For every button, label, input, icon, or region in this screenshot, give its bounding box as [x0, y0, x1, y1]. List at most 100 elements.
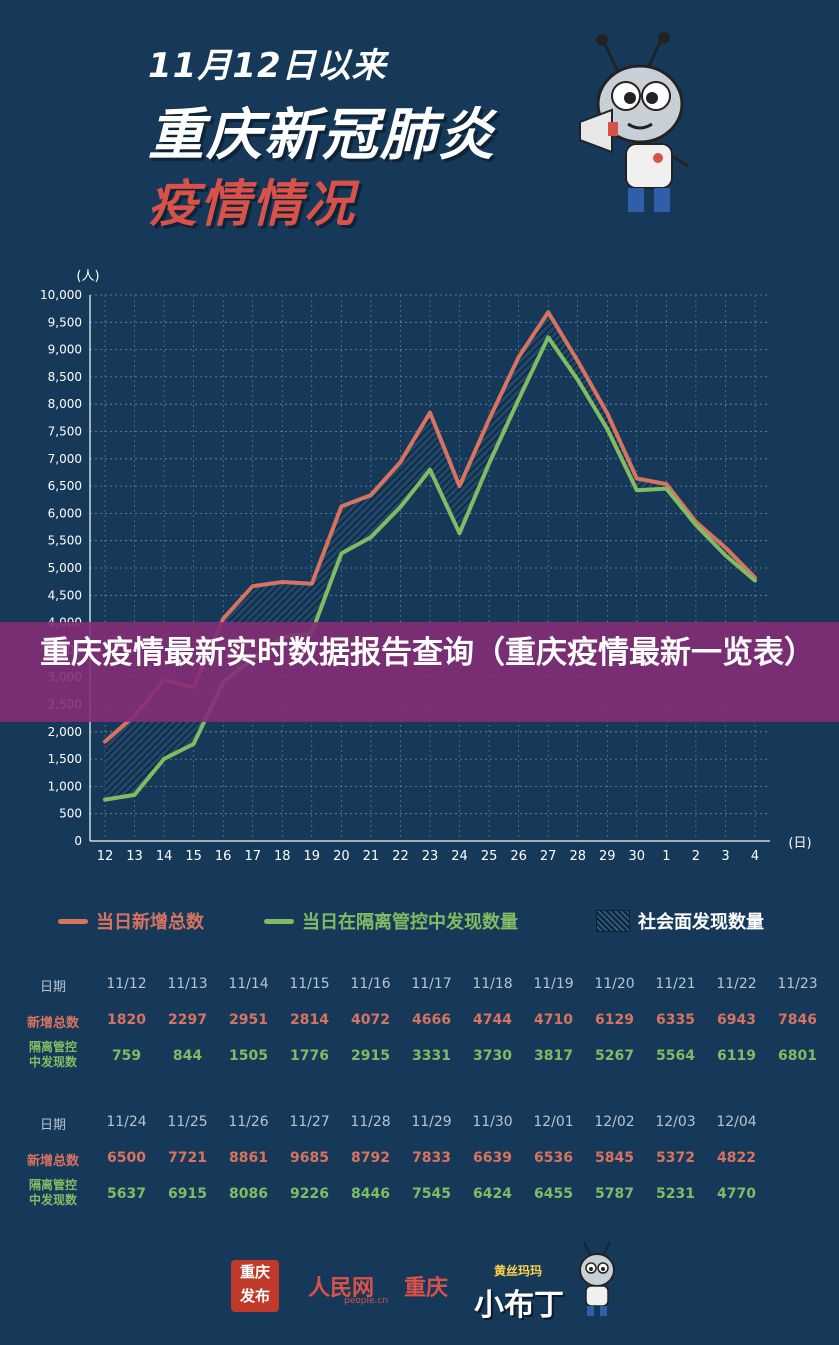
table-cell: 11/19 — [533, 976, 574, 992]
table-row-label-line: 中发现数 — [28, 1055, 77, 1069]
y-tick-label: 0 — [74, 834, 82, 848]
table-cell: 11/20 — [594, 976, 635, 992]
table-cell: 11/21 — [655, 976, 696, 992]
ant-mascot-icon — [579, 32, 689, 212]
people-net-domain: people.cn — [344, 1296, 389, 1306]
table-row-label-line: 新增总数 — [26, 1016, 79, 1031]
table-cell: 1776 — [290, 1048, 329, 1064]
point-total — [636, 477, 638, 480]
point-quarantine — [340, 552, 343, 555]
table-cell: 844 — [172, 1048, 203, 1064]
table-cell: 4770 — [717, 1186, 756, 1202]
x-tick-label: 19 — [304, 849, 321, 864]
x-tick-label: 25 — [481, 849, 498, 864]
table-cell: 6915 — [168, 1186, 207, 1202]
table-row-label: 隔离管控 中发现数 — [18, 1040, 88, 1070]
point-quarantine — [754, 579, 756, 582]
table-row-label-line: 日期 — [39, 1118, 66, 1133]
logo1-line2: 发布 — [239, 1287, 270, 1305]
x-tick-label: 27 — [540, 849, 557, 864]
x-tick-label: 18 — [274, 849, 291, 864]
y-tick-label: 6,000 — [48, 506, 82, 520]
table-cell: 11/14 — [228, 976, 269, 992]
table-cell: 6536 — [534, 1150, 573, 1166]
table-cell: 5787 — [595, 1186, 634, 1202]
x-tick-label: 14 — [156, 849, 173, 864]
table-cell: 11/22 — [716, 976, 757, 992]
banner-title: 重庆疫情最新实时数据报告查询（重庆疫情最新一览表） — [40, 635, 815, 671]
x-tick-label: 26 — [510, 849, 527, 864]
table-cell: 6119 — [717, 1048, 756, 1064]
x-tick-label: 2 — [692, 849, 700, 864]
point-total — [517, 356, 520, 358]
x-axis-ticks: 12 13 14 15 16 17 18 19 20 21 22 23 24 25 26 27 28 29 30 1 2… — [97, 849, 759, 864]
point-total — [488, 418, 490, 421]
table-cell: 4822 — [717, 1150, 756, 1166]
y-tick-label: 5,500 — [48, 534, 82, 548]
overlay-banner — [0, 622, 839, 722]
table-cell: 7846 — [778, 1012, 817, 1028]
table-cell: 11/15 — [289, 976, 330, 992]
header-title: 重庆新冠肺炎 — [148, 103, 496, 168]
point-total — [429, 411, 431, 414]
table-cell: 5372 — [656, 1150, 695, 1166]
table-cell: 6455 — [534, 1186, 573, 1202]
table-cell: 1820 — [107, 1012, 146, 1028]
table-cell: 11/25 — [167, 1114, 208, 1130]
table-row-label-line: 日期 — [39, 980, 66, 995]
point-total — [458, 485, 461, 487]
table-cell: 3331 — [412, 1048, 451, 1064]
point-total — [724, 546, 727, 549]
point-quarantine — [606, 428, 609, 430]
chongqing-release-logo: 重庆 发布 — [231, 1260, 279, 1312]
point-quarantine — [133, 794, 136, 796]
chart-grid — [89, 294, 770, 842]
table-cell: 4710 — [534, 1012, 573, 1028]
table-cell: 7721 — [168, 1150, 207, 1166]
table-row-label-line: 中发现数 — [28, 1193, 77, 1207]
point-quarantine — [163, 758, 165, 760]
point-total — [281, 581, 284, 583]
x-tick-label: 30 — [629, 849, 646, 864]
table-cell: 9226 — [290, 1186, 329, 1202]
header-subtitle: 疫情情况 — [148, 175, 356, 233]
table-cell: 4744 — [473, 1012, 512, 1028]
line-chart: 05001,0001,5002,0002,5003,0003,5004,0004… — [40, 269, 812, 864]
y-tick-label: 8,500 — [48, 370, 82, 384]
y-tick-label: 2,000 — [48, 725, 82, 739]
table-row-label: 日期 — [18, 976, 88, 995]
table-cell: 6943 — [717, 1012, 756, 1028]
x-tick-label: 22 — [392, 849, 409, 864]
point-quarantine — [665, 487, 668, 490]
point-quarantine — [517, 398, 520, 401]
point-quarantine — [724, 554, 727, 557]
table-row-label-line: 新增总数 — [26, 1154, 79, 1169]
table-cell: 5845 — [595, 1150, 634, 1166]
people-net-logo: 人民网 — [308, 1276, 375, 1301]
table-cell: 6129 — [595, 1012, 634, 1028]
table-cell: 5564 — [656, 1048, 695, 1064]
table-cell: 6424 — [473, 1186, 512, 1202]
x-tick-label: 13 — [126, 849, 143, 864]
xiaobuding-logo: 小布丁 — [474, 1288, 564, 1323]
table-row-label-line: 隔离管控 — [28, 1040, 77, 1054]
table-cell: 6500 — [107, 1150, 146, 1166]
table-row-label: 新增总数 — [18, 1150, 88, 1169]
table-cell: 11/24 — [106, 1114, 147, 1130]
legend-item-community: 社会面发现数量 — [596, 908, 764, 934]
header-date: 11月12日以来 — [148, 46, 387, 86]
x-tick-label: 20 — [333, 849, 350, 864]
y-tick-label: 1,000 — [48, 779, 82, 793]
y-tick-label: 9,500 — [48, 315, 82, 329]
mini-ant-mascot-icon — [579, 1241, 615, 1316]
table-cell: 11/26 — [228, 1114, 269, 1130]
table-row-label: 隔离管控 中发现数 — [18, 1178, 88, 1208]
table-cell: 7545 — [412, 1186, 451, 1202]
table-cell: 759 — [111, 1048, 142, 1064]
y-tick-label: 8,000 — [48, 397, 82, 411]
point-total — [340, 505, 343, 508]
table-cell: 11/16 — [350, 976, 391, 992]
x-tick-label: 12 — [97, 849, 114, 864]
x-tick-label: 29 — [599, 849, 616, 864]
point-quarantine — [429, 468, 431, 471]
